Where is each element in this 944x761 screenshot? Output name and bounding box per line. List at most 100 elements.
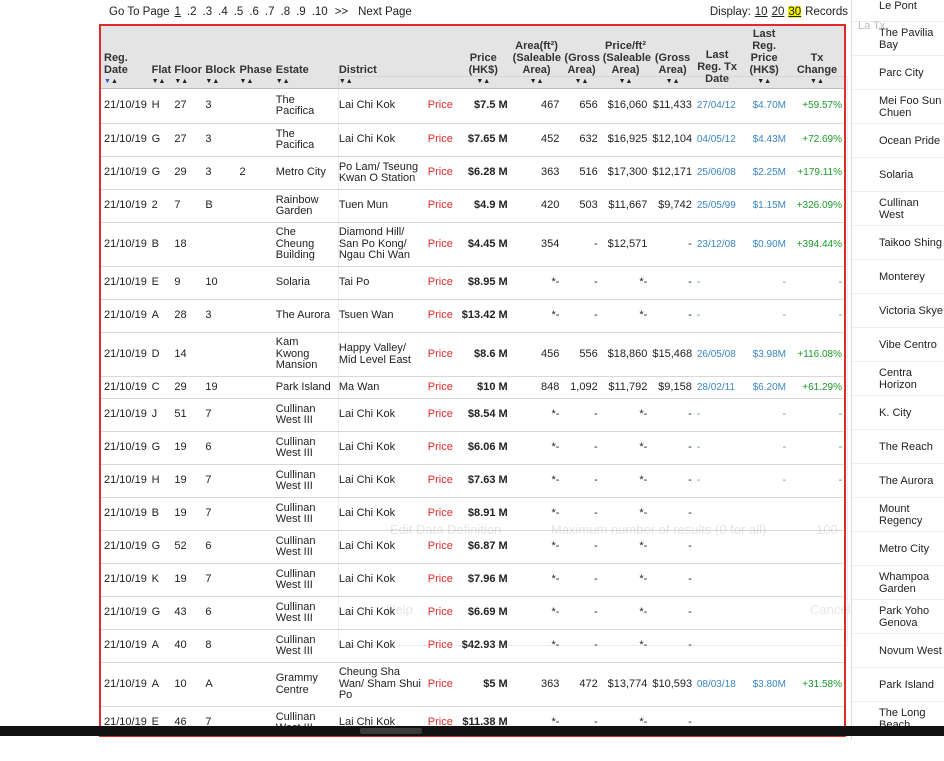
more-pages-link[interactable]: >> bbox=[334, 6, 349, 18]
page-link-10[interactable]: .10 bbox=[311, 6, 328, 18]
page-link-8[interactable]: .8 bbox=[280, 6, 291, 18]
col-phase[interactable]: Phase ▼▲ bbox=[236, 26, 273, 89]
sidebar-estate-item[interactable]: Cullinan West bbox=[852, 192, 944, 226]
sidebar-estate-item[interactable]: Victoria Skye bbox=[852, 294, 944, 328]
page-link-4[interactable]: .4 bbox=[218, 6, 228, 18]
price-link[interactable]: Price bbox=[423, 464, 455, 498]
price-link[interactable]: Price bbox=[423, 530, 455, 564]
sidebar-estate-item[interactable]: Mei Foo Sun Chuen bbox=[852, 90, 944, 124]
sidebar-estate-item[interactable]: K. City bbox=[852, 396, 944, 430]
cell-estate: Che Cheung Building bbox=[272, 222, 336, 267]
price-link[interactable]: Price bbox=[423, 376, 455, 399]
price-link[interactable]: Price bbox=[423, 123, 455, 157]
sidebar-estate-item[interactable]: Whampoa Garden bbox=[852, 566, 944, 600]
sidebar-estate-item[interactable]: Centra Horizon bbox=[852, 362, 944, 396]
cell-block: 3 bbox=[202, 123, 237, 157]
sidebar-estate-item[interactable]: Monterey bbox=[852, 260, 944, 294]
sidebar-estate-item[interactable]: The Pavilia Bay bbox=[852, 22, 944, 56]
table-row[interactable]: 21/10/19 B 18 Che Cheung Building Diamond Hi… bbox=[101, 222, 844, 267]
price-link[interactable]: Price bbox=[423, 629, 455, 663]
next-page-link[interactable]: Next Page bbox=[358, 6, 412, 18]
page-link-3[interactable]: .3 bbox=[202, 6, 213, 18]
cell-psa: $12,571 bbox=[599, 222, 650, 267]
cell-ltp: - bbox=[738, 431, 788, 465]
sidebar-estate-item[interactable]: The Reach bbox=[852, 430, 944, 464]
sidebar-estate-item[interactable]: Park Island bbox=[852, 668, 944, 702]
cell-ga: 632 bbox=[561, 123, 600, 157]
display-option-20[interactable]: 20 bbox=[771, 6, 785, 18]
horizontal-scrollbar[interactable] bbox=[0, 726, 944, 736]
col-last-tx-price[interactable]: Last Reg. Price (HK$) ▼▲ bbox=[738, 26, 788, 89]
table-row[interactable]: 21/10/19 G 43 6 Cullinan West III Lai Chi Kok… bbox=[101, 596, 844, 630]
sidebar-estate-item[interactable]: Metro City bbox=[852, 532, 944, 566]
col-district[interactable]: District ▼▲ bbox=[335, 26, 424, 89]
sidebar-estate-item[interactable]: Park Yoho Genova bbox=[852, 600, 944, 634]
table-row[interactable]: 21/10/19 G 29 3 2 Metro City Po Lam/ Tseung Kw… bbox=[101, 156, 844, 190]
price-link[interactable]: Price bbox=[423, 431, 455, 465]
sidebar-estate-item[interactable]: Ocean Pride bbox=[852, 124, 944, 158]
col-area-saleable[interactable]: Area(ft²) (Saleable Area) ▼▲ bbox=[509, 26, 562, 89]
page-link-5[interactable]: .5 bbox=[233, 6, 244, 18]
sidebar-estate-item[interactable]: Mount Regency bbox=[852, 498, 944, 532]
table-row[interactable]: 21/10/19 G 19 6 Cullinan West III Lai Chi Kok… bbox=[101, 431, 844, 465]
table-row[interactable]: 21/10/19 G 52 6 Cullinan West III Lai Chi Kok… bbox=[101, 530, 844, 564]
scrollbar-thumb[interactable] bbox=[360, 728, 422, 734]
sidebar-estate-item[interactable]: Le Pont bbox=[852, 0, 944, 22]
cell-sa: *- bbox=[509, 497, 562, 531]
page-link-7[interactable]: .7 bbox=[264, 6, 275, 18]
sidebar-estate-item[interactable]: Novum West bbox=[852, 634, 944, 668]
col-flat[interactable]: Flat ▼▲ bbox=[148, 26, 172, 89]
table-row[interactable]: 21/10/19 A 28 3 The Aurora Tsuen Wan Price $13.… bbox=[101, 299, 844, 333]
price-link[interactable]: Price bbox=[423, 398, 455, 432]
table-row[interactable]: 21/10/19 D 14 Kam Kwong Mansion Happy Valley… bbox=[101, 332, 844, 377]
table-row[interactable]: 21/10/19 C 29 19 Park Island Ma Wan Price $10 M… bbox=[101, 376, 844, 399]
col-area-gross[interactable]: (Gross Area) ▼▲ bbox=[561, 26, 600, 89]
page-link-9[interactable]: .9 bbox=[296, 6, 306, 18]
price-link[interactable]: Price bbox=[423, 299, 455, 333]
sidebar-estate-item[interactable]: Solaria bbox=[852, 158, 944, 192]
col-block[interactable]: Block ▼▲ bbox=[202, 26, 237, 89]
table-row[interactable]: 21/10/19 A 40 8 Cullinan West III Lai Chi Kok… bbox=[101, 629, 844, 663]
display-option-30[interactable]: 30 bbox=[788, 6, 802, 18]
price-link[interactable]: Price bbox=[423, 596, 455, 630]
col-change[interactable]: Tx Change ▼▲ bbox=[787, 26, 844, 89]
price-link[interactable]: Price bbox=[423, 88, 455, 124]
table-row[interactable]: 21/10/19 K 19 7 Cullinan West III Lai Chi Kok… bbox=[101, 563, 844, 597]
col-pft-saleable[interactable]: Price/ft² (Saleable Area) ▼▲ bbox=[599, 26, 651, 89]
table-row[interactable]: 21/10/19 A 10 A Grammy Centre Cheung Sha Wan/… bbox=[101, 662, 844, 707]
price-link[interactable]: Price bbox=[423, 156, 455, 190]
price-link[interactable]: Price bbox=[423, 662, 455, 707]
table-row[interactable]: 21/10/19 H 27 3 The Pacifica Lai Chi Kok Price… bbox=[101, 88, 844, 124]
cell-district: Lai Chi Kok bbox=[335, 464, 424, 498]
table-row[interactable]: 21/10/19 H 19 7 Cullinan West III Lai Chi Kok… bbox=[101, 464, 844, 498]
cell-district: Cheung Sha Wan/ Sham Shui Po bbox=[335, 662, 424, 707]
sidebar-estate-item[interactable]: Parc City bbox=[852, 56, 944, 90]
price-link[interactable]: Price bbox=[423, 189, 455, 223]
display-option-10[interactable]: 10 bbox=[754, 6, 768, 18]
page-link-6[interactable]: .6 bbox=[249, 6, 259, 18]
page-link-1[interactable]: 1 bbox=[174, 6, 181, 18]
page-link-2[interactable]: .2 bbox=[186, 6, 197, 18]
table-row[interactable]: 21/10/19 B 19 7 Cullinan West III Lai Chi Kok… bbox=[101, 497, 844, 531]
price-link[interactable]: Price bbox=[423, 222, 455, 267]
cell-block: 7 bbox=[202, 497, 237, 531]
price-link[interactable]: Price bbox=[423, 497, 455, 531]
cell-floor: 10 bbox=[171, 662, 203, 707]
sidebar-estate-item[interactable]: The Aurora bbox=[852, 464, 944, 498]
col-floor[interactable]: Floor ▼▲ bbox=[171, 26, 203, 89]
table-row[interactable]: 21/10/19 G 27 3 The Pacifica Lai Chi Kok Price… bbox=[101, 123, 844, 157]
cell-ga: - bbox=[561, 596, 600, 630]
table-row[interactable]: 21/10/19 J 51 7 Cullinan West III Lai Chi Kok… bbox=[101, 398, 844, 432]
price-link[interactable]: Price bbox=[423, 563, 455, 597]
table-row[interactable]: 21/10/19 2 7 B Rainbow Garden Tuen Mun Price $4… bbox=[101, 189, 844, 223]
price-link[interactable]: Price bbox=[423, 332, 455, 377]
sidebar-estate-item[interactable]: Vibe Centro bbox=[852, 328, 944, 362]
col-pft-gross[interactable]: (Gross Area) ▼▲ bbox=[649, 26, 694, 89]
sidebar-estate-item[interactable]: Taikoo Shing bbox=[852, 226, 944, 260]
col-estate[interactable]: Estate ▼▲ bbox=[272, 26, 336, 89]
table-row[interactable]: 21/10/19 E 9 10 Solaria Tai Po Price $8.95 M *- -… bbox=[101, 266, 844, 300]
price-link[interactable]: Price bbox=[423, 266, 455, 300]
cell-ltd: 25/06/08 bbox=[693, 156, 739, 190]
col-reg-date[interactable]: Reg. Date ▼▲ bbox=[101, 26, 149, 89]
col-price[interactable]: Price (HK$) ▼▲ bbox=[454, 26, 510, 89]
